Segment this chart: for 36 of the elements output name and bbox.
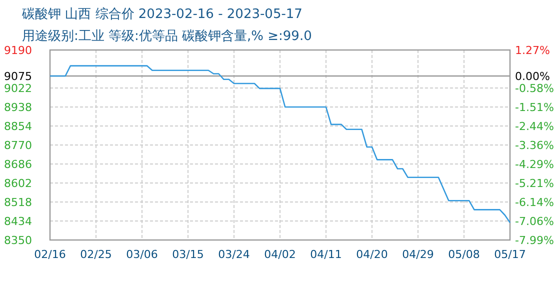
y-tick-label: 8770 — [4, 139, 32, 152]
y-tick-label: 8518 — [4, 196, 32, 209]
y2-tick-label: -7.99% — [515, 234, 554, 247]
y2-tick-label: -7.06% — [515, 214, 554, 228]
y2-tick-label: -0.58% — [515, 82, 554, 95]
x-tick-label: 02/16 — [34, 248, 66, 261]
y-tick-label: 8854 — [4, 120, 32, 133]
y2-tick-label: -3.36% — [515, 139, 554, 152]
x-tick-label: 03/24 — [218, 248, 250, 261]
x-tick-label: 04/20 — [356, 248, 388, 261]
x-tick-label: 05/17 — [494, 248, 526, 261]
y2-tick-label: 0.00% — [515, 70, 550, 84]
x-tick-label: 03/06 — [126, 248, 158, 261]
y2-tick-label: -4.29% — [515, 158, 554, 172]
y-tick-label: 8434 — [4, 215, 32, 228]
y-tick-label: 8686 — [4, 158, 32, 171]
x-tick-label: 04/02 — [264, 248, 296, 261]
y-tick-label: 8938 — [4, 101, 32, 114]
y-tick-label: 8350 — [4, 234, 32, 247]
chart-title: 碳酸钾 山西 综合价 2023-02-16 - 2023-05-17 — [21, 7, 302, 22]
y2-tick-label: -2.44% — [515, 120, 554, 134]
y2-tick-label: -1.51% — [515, 101, 554, 114]
x-tick-label: 03/15 — [172, 248, 204, 261]
chart-subtitle: 用途级别:工业 等级:优等品 碳酸钾含量,% ≥:99.0 — [22, 29, 312, 44]
y-tick-label: 8602 — [4, 177, 32, 190]
y-tick-label: 9022 — [4, 82, 32, 95]
y-tick-label: 9075 — [4, 70, 32, 84]
y2-tick-label: -6.14% — [515, 196, 554, 210]
x-tick-label: 02/25 — [80, 248, 112, 261]
y-tick-label: 9190 — [4, 44, 32, 57]
x-tick-label: 04/29 — [402, 248, 434, 261]
x-tick-label: 04/11 — [310, 248, 342, 261]
y2-tick-label: 1.27% — [515, 44, 550, 57]
line-series — [49, 65, 511, 224]
x-tick-label: 05/08 — [448, 248, 480, 261]
y2-tick-label: -5.21% — [515, 176, 554, 190]
